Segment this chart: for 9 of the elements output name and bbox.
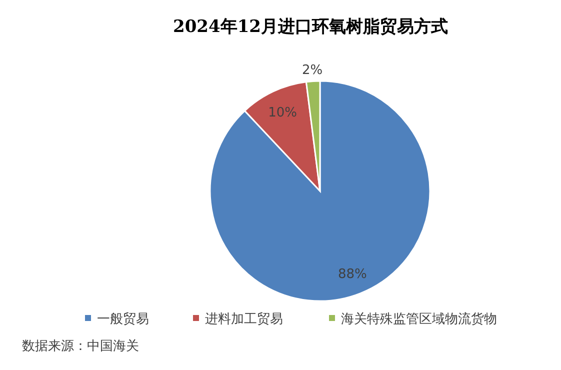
legend-label: 一般贸易	[97, 312, 149, 327]
source-note: 数据来源：中国海关	[22, 339, 139, 354]
data-label: 2%	[302, 63, 323, 78]
data-label: 88%	[338, 266, 367, 282]
pie-slice	[209, 80, 431, 302]
legend-label: 海关特殊监管区域物流货物	[341, 311, 497, 327]
chart-title: 2024年12月进口环氧树脂贸易方式	[173, 17, 448, 37]
data-label: 10%	[268, 105, 297, 120]
legend-label: 进料加工贸易	[205, 312, 283, 327]
